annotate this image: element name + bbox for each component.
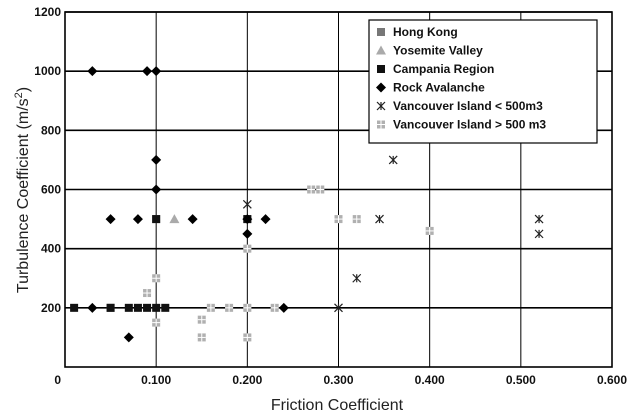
y-tick-label: 600 (41, 183, 61, 197)
data-point-vancouver-island-500-m3 (152, 318, 161, 327)
data-point-vancouver-island-500m3 (534, 214, 544, 224)
legend-item-label: Yosemite Valley (393, 44, 483, 58)
data-point-rock-avalanche (278, 302, 289, 313)
data-point-vancouver-island-500-m3 (352, 215, 361, 224)
data-point-campania-region (106, 303, 115, 312)
legend-marker (376, 45, 386, 55)
x-tick-label: 0.100 (141, 373, 171, 387)
x-tick-label: 0.600 (597, 373, 627, 387)
y-tick-label: 400 (41, 242, 61, 256)
data-point-rock-avalanche (123, 332, 134, 343)
data-point-rock-avalanche (87, 66, 98, 77)
legend: Hong Kong Yosemite Valley Campania Region R… (368, 19, 598, 144)
data-point-rock-avalanche (242, 214, 253, 225)
data-point-vancouver-island-500-m3 (243, 303, 252, 312)
legend-box (368, 19, 598, 144)
data-point-rock-avalanche (151, 66, 162, 77)
data-point-yosemite-valley (169, 214, 180, 224)
data-point-vancouver-island-500-m3 (225, 303, 234, 312)
data-point-vancouver-island-500m3 (334, 303, 343, 313)
legend-item-label: Hong Kong (393, 25, 458, 39)
y-tick-label: 800 (41, 123, 61, 137)
origin-tick-label: 0 (54, 373, 61, 387)
x-tick-label: 0.400 (415, 373, 445, 387)
data-point-vancouver-island-500m3 (534, 229, 544, 239)
data-point-campania-region (70, 303, 79, 312)
data-point-campania-region (161, 303, 170, 312)
data-point-rock-avalanche (151, 154, 162, 165)
data-point-rock-avalanche (87, 302, 98, 313)
data-point-rock-avalanche (151, 184, 162, 195)
x-tick-label: 0.200 (232, 373, 262, 387)
legend-item-label: Campania Region (393, 62, 494, 76)
x-tick-label: 0.300 (323, 373, 353, 387)
data-point-vancouver-island-500m3 (388, 155, 398, 165)
legend-marker (377, 28, 385, 36)
x-tick-label: 0.500 (506, 373, 536, 387)
data-point-vancouver-island-500-m3 (206, 303, 215, 312)
data-point-vancouver-island-500-m3 (270, 303, 279, 312)
data-point-rock-avalanche (187, 214, 198, 225)
legend-marker (376, 82, 386, 93)
data-point-campania-region (152, 215, 161, 224)
data-point-vancouver-island-500-m3 (152, 274, 161, 283)
axes-layer: 200 400 600 800 1000 1200 0.100 0.200 0.300 0.400… (34, 5, 627, 387)
data-point-rock-avalanche (142, 66, 153, 77)
legend-marker (377, 120, 385, 129)
data-point-vancouver-island-500-m3 (243, 244, 252, 253)
data-point-vancouver-island-500m3 (242, 199, 252, 209)
data-point-campania-region (124, 303, 133, 312)
data-point-vancouver-island-500-m3 (307, 185, 316, 194)
data-point-rock-avalanche (260, 214, 271, 225)
legend-marker (376, 101, 386, 111)
y-tick-label: 1000 (34, 64, 61, 78)
data-point-rock-avalanche (132, 214, 143, 225)
data-point-vancouver-island-500-m3 (334, 215, 343, 224)
y-tick-label: 200 (41, 301, 61, 315)
data-point-vancouver-island-500-m3 (316, 185, 325, 194)
data-point-vancouver-island-500-m3 (243, 333, 252, 342)
legend-item-label: Vancouver Island < 500m3 (393, 99, 543, 113)
data-point-campania-region (133, 303, 142, 312)
data-point-rock-avalanche (242, 228, 253, 239)
data-point-campania-region (143, 303, 152, 312)
data-point-rock-avalanche (105, 214, 116, 225)
plot-frame (64, 11, 613, 368)
data-point-vancouver-island-500m3 (375, 214, 384, 224)
y-axis-label: Turbulence Coefficient (m/s2) (13, 87, 32, 293)
data-point-vancouver-island-500-m3 (143, 289, 152, 298)
points-layer (70, 66, 544, 343)
legend-marker (377, 65, 385, 73)
y-tick-label: 1200 (34, 5, 61, 19)
legend-item-label: Rock Avalanche (393, 81, 485, 95)
legend-item-label: Vancouver Island > 500 m3 (393, 118, 546, 132)
data-point-vancouver-island-500-m3 (197, 333, 206, 342)
data-point-vancouver-island-500m3 (352, 273, 362, 283)
data-point-vancouver-island-500-m3 (197, 315, 206, 324)
x-axis-label: Friction Coefficient (271, 397, 404, 414)
data-point-campania-region (152, 303, 161, 312)
data-point-vancouver-island-500-m3 (425, 226, 434, 235)
